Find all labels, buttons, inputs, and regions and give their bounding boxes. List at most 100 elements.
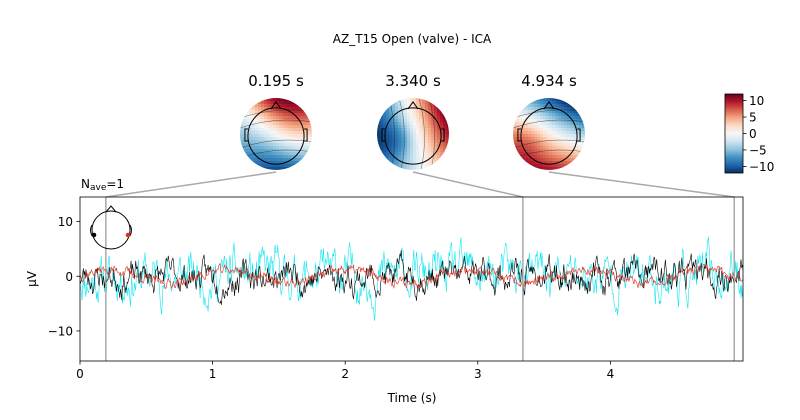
topomap-cell — [549, 128, 553, 132]
topomap-cell — [579, 131, 583, 135]
trace-group — [80, 236, 743, 321]
x-tick-label: 3 — [474, 367, 482, 381]
topomap-cell — [543, 125, 547, 129]
topomap-cell — [546, 107, 550, 111]
topomap-cell — [561, 107, 565, 111]
topomap-cell — [582, 110, 585, 114]
topomap-cell — [273, 131, 277, 135]
topomap-cell — [288, 125, 292, 129]
topomap-cell — [552, 113, 556, 117]
topomap-cell — [377, 116, 381, 120]
topomap-cell — [255, 152, 259, 156]
topomap-cell — [395, 98, 399, 102]
topomap-cell — [246, 140, 250, 144]
topomap-cell — [522, 107, 526, 111]
topomap-cell — [516, 167, 520, 170]
topomap-cell — [549, 125, 553, 129]
topomap-cell — [537, 158, 541, 162]
topomap-cell — [282, 149, 286, 153]
topomap-cell — [540, 140, 544, 144]
topomap-cell — [564, 131, 568, 135]
topomap-cell — [552, 158, 556, 162]
topomap-cell — [443, 101, 447, 105]
topomap-cell — [540, 164, 544, 168]
topomap-cell — [267, 116, 271, 120]
topomap-cell — [522, 134, 526, 138]
topomap-cell — [273, 122, 277, 126]
topomap-cell — [552, 104, 556, 108]
topomap-cell — [413, 149, 417, 153]
topomap-cell — [276, 143, 280, 147]
topomap-cell — [579, 161, 583, 165]
topomap-cell — [252, 116, 256, 120]
topomap-cell — [543, 158, 547, 162]
topomap-cell — [270, 137, 274, 141]
topomap-cell — [416, 155, 420, 159]
topomap-cell — [279, 131, 283, 135]
topomap-cell — [428, 155, 432, 159]
topomap-cell — [416, 137, 420, 141]
topomap-cell — [570, 122, 574, 126]
topomap-cell — [294, 128, 298, 132]
topomap-cell — [243, 143, 247, 147]
topomap-cell — [267, 128, 271, 132]
topomap-cell — [276, 101, 280, 105]
topomap-cell — [419, 158, 423, 162]
topomap-cell — [434, 167, 438, 170]
topomap-cell — [540, 125, 544, 129]
topomap-cell — [419, 125, 423, 129]
topomap-cell — [258, 119, 262, 123]
topomap-cell — [422, 131, 426, 135]
topomap-cell — [555, 158, 559, 162]
topomap-cell — [525, 125, 529, 129]
topomap-cell — [573, 110, 577, 114]
topomap-cell — [419, 143, 423, 147]
topomap-cell — [243, 158, 247, 162]
topomap-cell — [300, 152, 304, 156]
topomap-cell — [267, 146, 271, 150]
topomap-cell — [270, 98, 274, 102]
topomap-cell — [543, 137, 547, 141]
topomap-cell — [252, 101, 256, 105]
topomap-cell — [395, 101, 399, 105]
topomap-cell — [413, 131, 417, 135]
topomap-cell — [398, 152, 402, 156]
colorbar-bar — [724, 93, 744, 174]
topomap-cell — [440, 107, 444, 111]
topomap-cell — [291, 104, 295, 108]
topomap-cell — [270, 110, 274, 114]
topomap-cell — [546, 143, 550, 147]
topomap-cell — [288, 101, 292, 105]
topomap-cell — [428, 137, 432, 141]
colorbar-tick-label: 10 — [749, 94, 764, 108]
topomap-cell — [576, 131, 580, 135]
topomap-cell — [519, 113, 523, 117]
topomap-cell — [294, 134, 298, 138]
topomap-cell — [579, 137, 583, 141]
topomap-cell — [413, 128, 417, 132]
topomap-cell — [440, 158, 444, 162]
topomap-cell — [564, 140, 568, 144]
topomap-left-ear — [381, 128, 385, 142]
topomap-cell — [389, 104, 393, 108]
topomap-cell — [386, 152, 390, 156]
topomap-cell — [252, 164, 256, 168]
topomap-cell — [534, 134, 538, 138]
topomap-cell — [516, 164, 520, 168]
topomap-cell — [446, 107, 449, 111]
topomap-cell — [552, 143, 556, 147]
topomap-cell — [428, 122, 432, 126]
topomap-cell — [567, 101, 571, 105]
topomap-cell — [389, 119, 393, 123]
topomap-cell — [422, 128, 426, 132]
topomap-cell — [377, 131, 381, 135]
topomap-cell — [446, 131, 449, 135]
topomap-cell — [549, 107, 553, 111]
topomap-cell — [440, 146, 444, 150]
topomap-cell — [261, 104, 265, 108]
topomap-cell — [549, 146, 553, 150]
topomap-cell — [383, 155, 387, 159]
topomap-cell — [531, 131, 535, 135]
topomap-cell — [582, 158, 585, 162]
topomap-cell — [258, 146, 262, 150]
